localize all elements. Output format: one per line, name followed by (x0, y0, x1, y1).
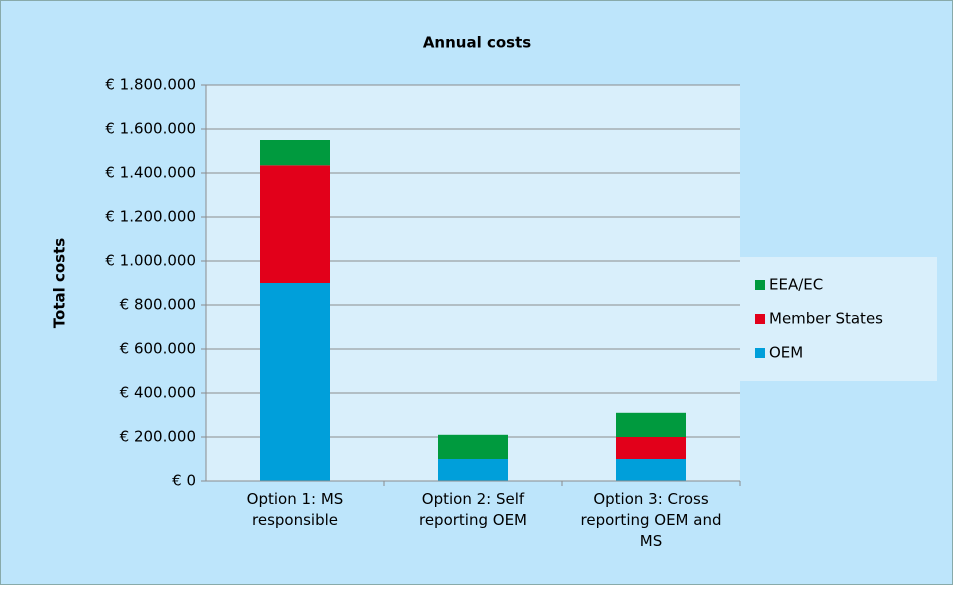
legend (737, 257, 937, 381)
x-tick-label-box: Option 1: MS responsible (246, 490, 344, 529)
legend-swatch (755, 280, 765, 290)
bar-segment (616, 459, 686, 481)
legend-label: EEA/EC (769, 276, 823, 294)
legend-label: Member States (769, 310, 883, 328)
y-tick-label: € 0 (172, 472, 196, 490)
x-tick-label: Option 2: Self reporting OEM (418, 490, 527, 529)
x-tick-label-box: Option 3: Cross reporting OEM and MS (580, 490, 722, 550)
y-tick-label: € 1.600.000 (105, 120, 196, 138)
bar-segment (260, 165, 330, 283)
legend-label: OEM (769, 344, 803, 362)
y-tick-label: € 200.000 (120, 428, 196, 446)
legend-swatch (755, 348, 765, 358)
y-axis-title: Total costs (51, 238, 69, 328)
bar-segment (260, 140, 330, 166)
chart-title: Annual costs (423, 34, 531, 52)
bar-segment (616, 412, 686, 437)
y-tick-label: € 1.000.000 (105, 252, 196, 270)
y-tick-label: € 400.000 (120, 384, 196, 402)
y-tick-label: € 800.000 (120, 296, 196, 314)
bar-segment (616, 437, 686, 459)
bar-segment (260, 283, 330, 481)
x-tick-label: Option 3: Cross reporting OEM and MS (580, 490, 722, 550)
x-tick-label: Option 1: MS responsible (246, 490, 344, 529)
y-tick-label: € 600.000 (120, 340, 196, 358)
bar-segment (438, 434, 508, 459)
y-tick-label: € 1.800.000 (105, 76, 196, 94)
x-tick-label-box: Option 2: Self reporting OEM (418, 490, 527, 529)
bar-segment (438, 459, 508, 481)
y-tick-label: € 1.400.000 (105, 164, 196, 182)
legend-swatch (755, 314, 765, 324)
y-tick-label: € 1.200.000 (105, 208, 196, 226)
